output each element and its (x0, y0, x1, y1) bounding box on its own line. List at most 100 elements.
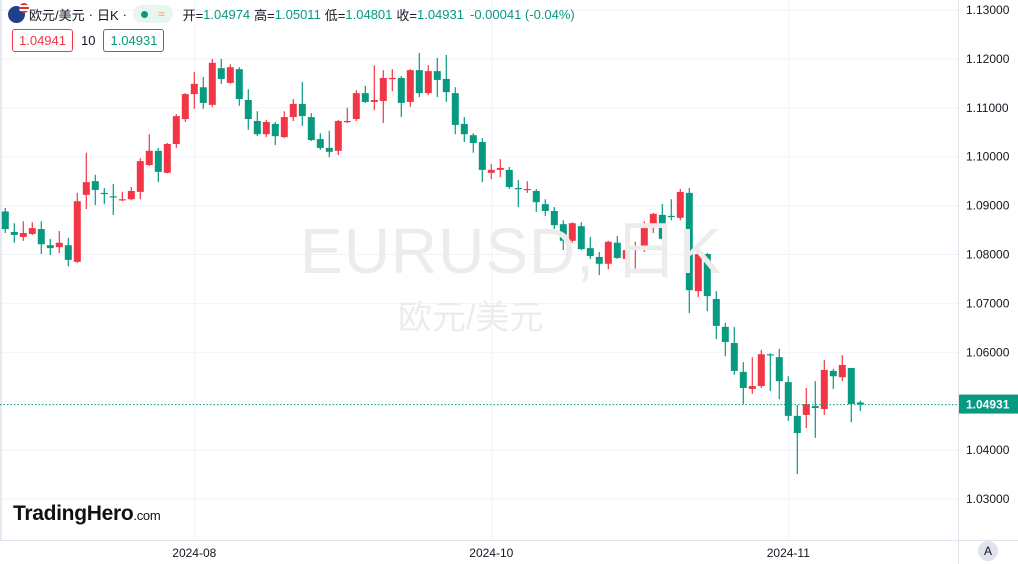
candle-down[interactable] (109, 196, 117, 198)
candle-up[interactable] (55, 242, 63, 248)
candle-down[interactable] (307, 117, 315, 141)
candle-up[interactable] (802, 404, 810, 415)
candle-up[interactable] (208, 62, 216, 105)
candle-up[interactable] (127, 190, 135, 200)
candle-down[interactable] (775, 357, 783, 382)
candle-up[interactable] (136, 161, 144, 192)
candle-down[interactable] (685, 192, 693, 291)
candle-down[interactable] (721, 326, 729, 343)
candle-down[interactable] (559, 224, 567, 241)
candle-up[interactable] (226, 67, 234, 83)
candle-down[interactable] (361, 93, 369, 102)
candle-down[interactable] (451, 93, 459, 125)
candle-up[interactable] (568, 223, 576, 241)
candle-up[interactable] (649, 213, 657, 229)
candle-down[interactable] (712, 298, 720, 326)
candle-down[interactable] (460, 123, 468, 135)
candle-up[interactable] (487, 169, 495, 173)
candle-down[interactable] (658, 214, 666, 239)
candle-up[interactable] (676, 191, 684, 218)
candle-down[interactable] (478, 142, 486, 170)
candle-up[interactable] (496, 167, 504, 170)
candle-down[interactable] (856, 402, 864, 405)
candle-up[interactable] (604, 241, 612, 264)
candle-up[interactable] (118, 199, 126, 201)
status-pill[interactable]: ≈ (132, 5, 173, 23)
candle-up[interactable] (82, 182, 90, 195)
candle-up[interactable] (694, 254, 702, 292)
candle-up[interactable] (163, 143, 171, 173)
candle-up[interactable] (379, 77, 387, 101)
candle-down[interactable] (739, 371, 747, 388)
candle-down[interactable] (442, 78, 450, 93)
candle-down[interactable] (793, 415, 801, 433)
interval-label[interactable]: 日K (96, 7, 119, 23)
candle-down[interactable] (595, 256, 603, 264)
candle-down[interactable] (586, 248, 594, 256)
candle-down[interactable] (10, 232, 18, 235)
candle-down[interactable] (298, 103, 306, 117)
symbol-name[interactable]: 欧元/美元 (29, 7, 85, 23)
candle-up[interactable] (388, 77, 396, 80)
candle-up[interactable] (352, 93, 360, 120)
candle-down[interactable] (784, 382, 792, 416)
candle-up[interactable] (289, 103, 297, 118)
candle-up[interactable] (190, 83, 198, 95)
candle-up[interactable] (406, 70, 414, 102)
candle-up[interactable] (820, 369, 828, 410)
candle-down[interactable] (505, 169, 513, 188)
candle-down[interactable] (703, 254, 711, 297)
candle-down[interactable] (154, 150, 162, 172)
candle-down[interactable] (199, 87, 207, 103)
candle-down[interactable] (217, 68, 225, 79)
candle-down[interactable] (847, 367, 855, 405)
candle-up[interactable] (280, 117, 288, 138)
candle-down[interactable] (514, 187, 522, 190)
candle-up[interactable] (181, 94, 189, 120)
candle-down[interactable] (100, 192, 108, 195)
candle-up[interactable] (334, 121, 342, 151)
candle-down[interactable] (244, 99, 252, 120)
candle-up[interactable] (622, 250, 630, 259)
candle-down[interactable] (91, 181, 99, 190)
candle-down[interactable] (541, 204, 549, 211)
candle-up[interactable] (28, 228, 36, 234)
candle-down[interactable] (433, 71, 441, 80)
candle-up[interactable] (73, 201, 81, 262)
candle-up[interactable] (343, 121, 351, 123)
candle-down[interactable] (1, 211, 9, 230)
candle-up[interactable] (748, 386, 756, 389)
candle-down[interactable] (415, 70, 423, 94)
candle-down[interactable] (235, 69, 243, 99)
sell-price-button[interactable]: 1.04941 (12, 29, 73, 52)
candle-up[interactable] (370, 99, 378, 102)
candle-up[interactable] (262, 121, 270, 135)
candle-down[interactable] (766, 354, 774, 356)
candle-down[interactable] (730, 343, 738, 371)
candle-up[interactable] (145, 150, 153, 166)
candle-down[interactable] (37, 229, 45, 245)
candle-down[interactable] (469, 135, 477, 144)
candle-up[interactable] (19, 232, 27, 237)
candle-down[interactable] (532, 190, 540, 203)
candle-up[interactable] (640, 228, 648, 250)
candle-down[interactable] (577, 226, 585, 250)
candle-up[interactable] (631, 247, 639, 251)
candle-down[interactable] (829, 370, 837, 377)
candle-up[interactable] (523, 188, 531, 191)
candle-down[interactable] (667, 215, 675, 218)
candle-up[interactable] (172, 116, 180, 144)
candle-down[interactable] (397, 77, 405, 103)
candle-up[interactable] (424, 71, 432, 94)
candle-up[interactable] (838, 365, 846, 378)
candle-down[interactable] (811, 406, 819, 409)
buy-price-button[interactable]: 1.04931 (103, 29, 165, 52)
candle-up[interactable] (757, 354, 765, 387)
candle-down[interactable] (325, 147, 333, 152)
candle-down[interactable] (613, 242, 621, 258)
auto-scale-button[interactable]: A (978, 541, 998, 561)
candle-down[interactable] (64, 245, 72, 260)
candle-down[interactable] (253, 121, 261, 135)
candle-down[interactable] (550, 210, 558, 226)
